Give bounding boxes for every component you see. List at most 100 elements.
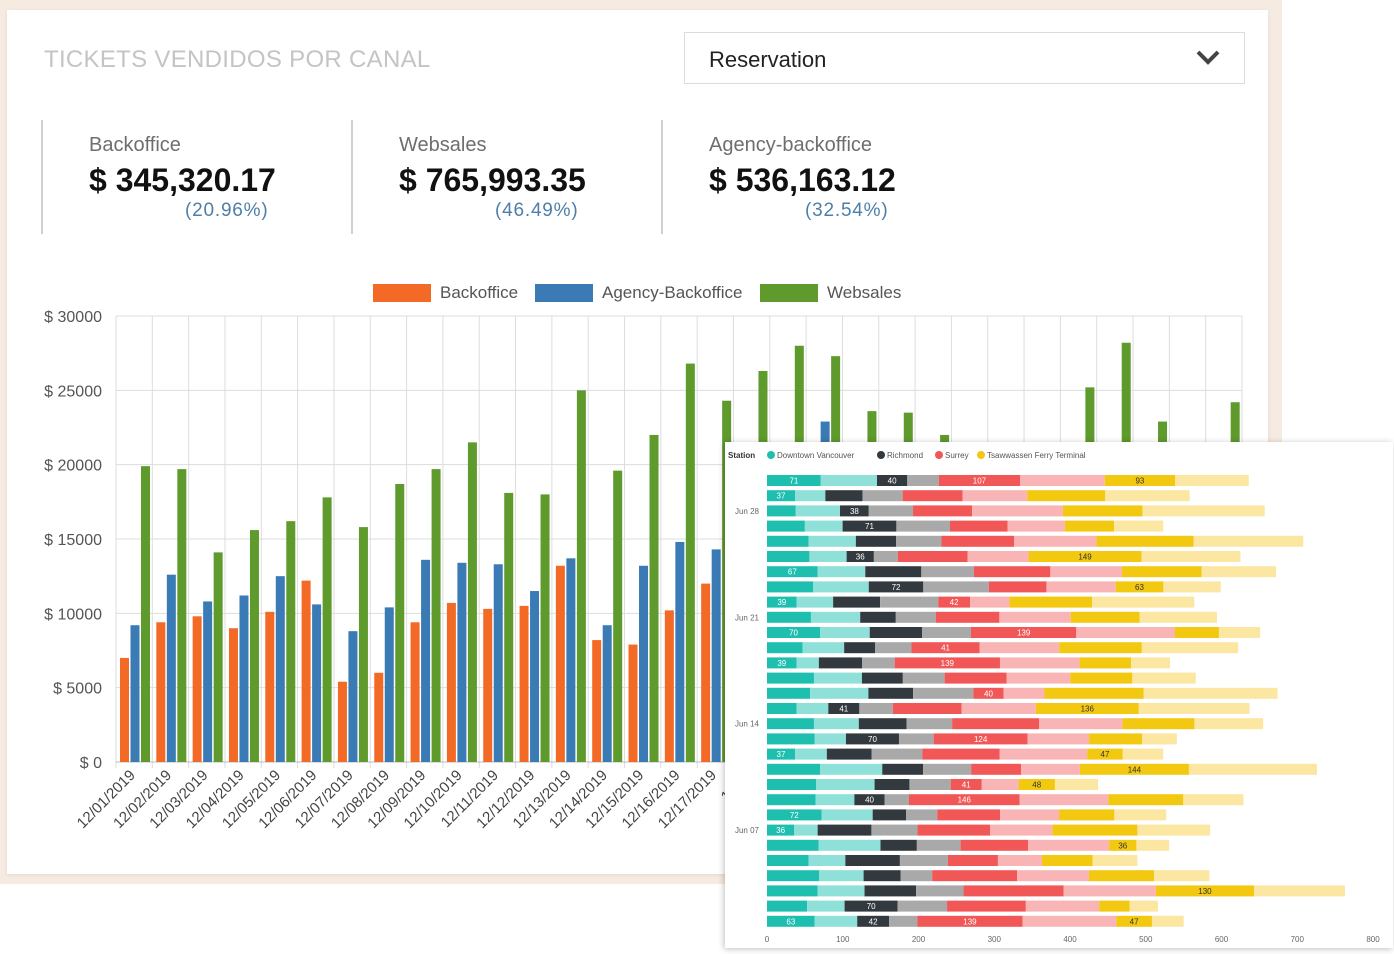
- bar-segment-light: [1039, 718, 1123, 730]
- bar-segment: [1059, 642, 1142, 654]
- bar-segment-light: [909, 779, 951, 790]
- bar-segment-light: [896, 520, 950, 532]
- data-label: 146: [958, 796, 972, 805]
- y-tick-label: $ 15000: [44, 532, 102, 549]
- data-label: 41: [839, 705, 848, 714]
- bar-segment: [902, 490, 963, 502]
- data-label: 63: [1135, 583, 1144, 592]
- bar-segment-light: [820, 475, 877, 486]
- data-label: 72: [790, 811, 799, 820]
- bar-agency-backoffice: [530, 591, 540, 762]
- bar-segment-light: [1076, 627, 1176, 638]
- bar-segment-light: [900, 870, 933, 882]
- bar-segment: [767, 824, 795, 836]
- bar-segment: [1115, 581, 1164, 593]
- bar-segment: [767, 581, 814, 593]
- data-label: 40: [984, 689, 993, 698]
- bar-segment-light: [1137, 824, 1211, 836]
- data-label: 36: [856, 553, 865, 562]
- bar-segment: [1041, 855, 1093, 866]
- y-row-label: Jun 21: [735, 613, 760, 622]
- bar-segment: [973, 566, 1051, 578]
- kpi-agency-backoffice: Agency-backoffice $ 536,163.12 (32.54%): [661, 120, 971, 234]
- bar-segment-light: [1092, 596, 1195, 608]
- bar-segment: [917, 824, 991, 836]
- bar-websales: [467, 442, 477, 762]
- data-label: 39: [777, 659, 786, 668]
- bar-segment: [971, 627, 1077, 638]
- bar-segment: [767, 642, 803, 654]
- bar-segment: [842, 520, 897, 532]
- legend-swatch: [373, 284, 431, 302]
- bar-segment-light: [875, 642, 912, 654]
- bar-segment: [767, 520, 805, 532]
- bar-segment-light: [1194, 718, 1264, 730]
- bar-segment-light: [981, 779, 1019, 790]
- bar-segment: [864, 885, 917, 897]
- bar-segment-light: [813, 718, 859, 730]
- data-label: 70: [867, 902, 876, 911]
- bar-websales: [431, 469, 441, 762]
- bar-segment: [963, 885, 1064, 897]
- bar-segment-light: [813, 581, 869, 593]
- y-row-label: Jun 07: [735, 826, 760, 835]
- bar-segment: [767, 535, 809, 547]
- bar-segment: [1027, 490, 1106, 502]
- bar-agency-backoffice: [312, 604, 322, 762]
- bar-segment: [767, 915, 815, 927]
- data-label: 38: [850, 507, 859, 516]
- bar-segment: [767, 809, 822, 821]
- bar-segment-light: [962, 490, 1028, 502]
- channel-select[interactable]: Reservation: [684, 32, 1245, 84]
- bar-segment-light: [1154, 870, 1210, 882]
- bar-segment-light: [880, 596, 939, 608]
- bar-segment: [1122, 566, 1202, 578]
- station-chart-card: Station Downtown Vancouver Richmond Surrey T…: [725, 442, 1393, 948]
- bar-segment: [767, 596, 797, 608]
- bar-segment-light: [902, 672, 945, 684]
- bar-segment: [1079, 763, 1189, 775]
- bar-segment: [869, 627, 923, 638]
- bar-segment-light: [1054, 779, 1099, 790]
- bar-segment: [767, 672, 814, 684]
- bar-segment-light: [916, 885, 964, 897]
- bar-segment: [818, 657, 863, 669]
- data-label: 139: [1017, 629, 1031, 638]
- kpi-value: $ 345,320.17: [89, 162, 276, 198]
- bar-segment: [892, 703, 962, 714]
- data-label: 37: [777, 492, 786, 501]
- data-label: 139: [963, 917, 977, 926]
- bar-segment: [844, 642, 876, 654]
- bar-segment-light: [897, 900, 948, 912]
- bar-segment-light: [913, 687, 974, 699]
- bar-websales: [685, 363, 695, 762]
- bar-backoffice: [446, 602, 456, 762]
- bar-segment: [767, 687, 811, 699]
- bar-websales: [358, 527, 368, 762]
- bar-segment-light: [1143, 687, 1278, 699]
- bar-segment-light: [871, 748, 923, 760]
- bar-websales: [322, 497, 332, 762]
- bar-segment-light: [1188, 763, 1317, 775]
- bar-segment-light: [810, 611, 861, 623]
- bar-segment-light: [906, 718, 953, 730]
- x-tick-label: 200: [912, 935, 926, 944]
- data-label: 36: [776, 826, 785, 835]
- bar-segment-light: [796, 703, 829, 714]
- bar-segment: [767, 490, 796, 502]
- bar-segment: [1175, 627, 1219, 638]
- data-label: 70: [789, 629, 798, 638]
- data-label: 63: [786, 917, 795, 926]
- bar-backoffice: [555, 565, 565, 762]
- bar-segment: [913, 505, 973, 517]
- bar-segment: [949, 520, 1008, 532]
- bar-segment-light: [907, 475, 939, 486]
- bar-segment: [911, 642, 980, 654]
- bar-segment: [767, 794, 816, 806]
- bar-segment-light: [814, 733, 846, 745]
- bar-segment: [767, 718, 814, 730]
- legend-dot: [877, 451, 885, 459]
- bar-segment: [854, 794, 885, 806]
- bar-segment: [845, 733, 899, 745]
- bar-segment-light: [916, 839, 961, 851]
